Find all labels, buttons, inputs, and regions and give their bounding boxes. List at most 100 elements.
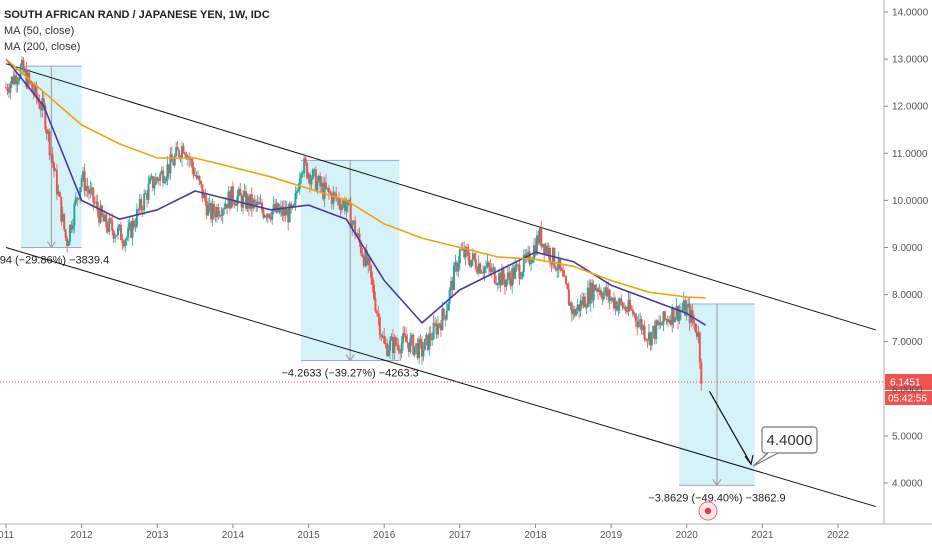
candle-body: [87, 189, 90, 194]
candle-body: [262, 209, 265, 218]
candle-body: [319, 175, 322, 187]
trend-channel: [5, 63, 876, 508]
candle-body: [482, 272, 485, 274]
candle-body: [48, 131, 51, 156]
candle-body: [118, 224, 121, 228]
candle-body: [572, 309, 575, 314]
candle-body: [306, 162, 309, 179]
candle-body: [562, 270, 565, 277]
candle-body: [271, 211, 274, 220]
candle-body: [522, 254, 525, 273]
candle-body: [250, 194, 253, 209]
candle-body: [615, 301, 618, 311]
candle-body: [284, 207, 287, 216]
candle-body: [167, 164, 170, 174]
candle-body: [285, 209, 288, 216]
candle-body: [224, 203, 227, 209]
candle-body: [154, 177, 157, 185]
bar-countdown-tag: [885, 390, 932, 405]
candle-body: [181, 146, 183, 159]
y-tick-label: 4.0000: [892, 479, 923, 490]
candle-body: [301, 172, 304, 174]
candle-body: [359, 242, 362, 254]
candle-body: [636, 321, 639, 327]
candle-body: [55, 170, 58, 195]
candle-body: [242, 194, 245, 208]
candle-body: [389, 340, 391, 351]
candle-body: [454, 262, 457, 266]
candle-body: [77, 198, 80, 200]
candle-body: [556, 269, 559, 271]
candle-body: [60, 196, 63, 222]
candle-body: [416, 343, 419, 359]
candle-body: [493, 267, 496, 283]
y-tick-label: 11.0000: [892, 149, 928, 160]
candle-body: [678, 311, 681, 322]
candle-body: [201, 184, 204, 199]
candle-body: [156, 177, 159, 180]
candle-body: [380, 335, 383, 338]
candle-body: [140, 199, 143, 210]
candle-body: [342, 200, 345, 205]
candle-body: [234, 204, 237, 206]
candle-body: [393, 337, 396, 354]
candle-body: [96, 201, 99, 212]
candle-body: [259, 202, 262, 204]
candle-body: [304, 158, 307, 163]
candle-body: [341, 204, 343, 210]
candle-body: [469, 260, 471, 267]
candle-body: [514, 266, 517, 279]
candle-body: [287, 209, 290, 223]
candle-body: [585, 307, 588, 309]
candle-body: [147, 183, 150, 200]
candle-body: [51, 154, 54, 163]
candle-body: [624, 306, 627, 311]
candle-body: [570, 302, 573, 314]
candle-body: [634, 313, 637, 322]
candle-body: [647, 332, 650, 341]
candle-body: [495, 282, 498, 285]
candle-body: [226, 203, 229, 209]
candle-body: [105, 214, 108, 228]
candle-body: [252, 199, 255, 209]
candle-body: [588, 287, 591, 304]
candle-body: [581, 300, 583, 306]
y-tick-label: 12.0000: [892, 102, 929, 113]
y-tick-label: 10.0000: [892, 196, 929, 207]
candle-body: [509, 277, 512, 287]
candle-body: [672, 307, 675, 323]
candle-body: [141, 209, 144, 211]
candle-body: [573, 309, 576, 316]
candle-body: [243, 191, 246, 195]
candle-body: [535, 235, 538, 255]
candle-body: [98, 211, 101, 223]
candle-body: [66, 237, 69, 246]
candle-body: [130, 222, 133, 238]
candles: [5, 56, 703, 391]
candle-body: [15, 75, 18, 85]
candle-body: [333, 192, 336, 194]
current-price-value: 6.1451: [890, 377, 921, 388]
candle-body: [633, 313, 636, 315]
candle-body: [82, 171, 85, 179]
candle-body: [258, 201, 261, 204]
legend-ma50[interactable]: MA (50, close): [4, 25, 75, 37]
candle-body: [230, 186, 233, 209]
candle-body: [442, 308, 445, 316]
candle-body: [25, 69, 28, 88]
candle-body: [323, 182, 326, 199]
x-tick-label: 2017: [449, 530, 472, 541]
candle-body: [354, 220, 357, 235]
candle-body: [374, 298, 377, 312]
candle-body: [445, 310, 448, 320]
candle-body: [220, 215, 223, 217]
candle-body: [583, 296, 586, 308]
candle-body: [265, 215, 268, 218]
candle-body: [629, 299, 631, 310]
candle-body: [70, 224, 73, 230]
candle-body: [695, 331, 698, 337]
candle-body: [297, 189, 300, 192]
legend-ma200[interactable]: MA (200, close): [4, 41, 81, 53]
